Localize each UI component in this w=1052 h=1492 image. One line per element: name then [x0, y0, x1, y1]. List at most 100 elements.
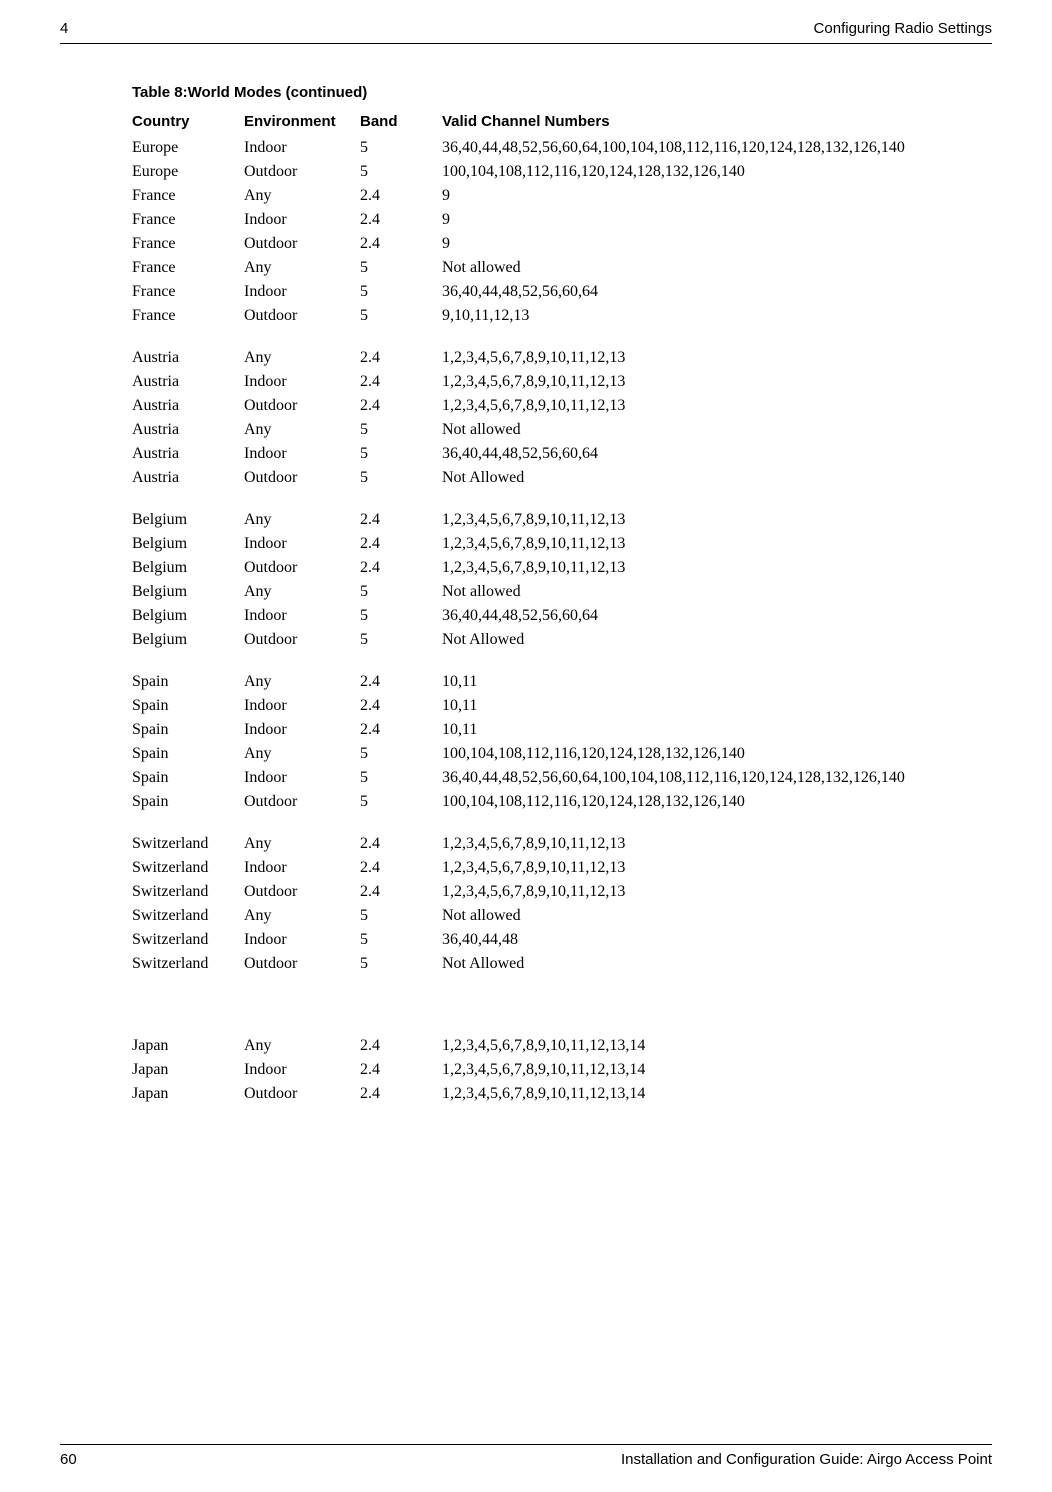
cell-band: 2.4 [360, 508, 442, 532]
cell-channels: 1,2,3,4,5,6,7,8,9,10,11,12,13,14 [442, 1058, 972, 1082]
cell-country: Japan [132, 1034, 244, 1058]
cell-band: 5 [360, 256, 442, 280]
table-row: BelgiumIndoor2.41,2,3,4,5,6,7,8,9,10,11,… [132, 532, 972, 556]
cell-country: France [132, 184, 244, 208]
table-row: SpainAny5100,104,108,112,116,120,124,128… [132, 742, 972, 766]
cell-channels: 36,40,44,48,52,56,60,64 [442, 280, 972, 304]
cell-env: Outdoor [244, 790, 360, 814]
cell-channels: 1,2,3,4,5,6,7,8,9,10,11,12,13 [442, 370, 972, 394]
cell-band: 2.4 [360, 1082, 442, 1106]
spacer-cell [132, 652, 972, 670]
cell-env: Outdoor [244, 952, 360, 976]
cell-country: Belgium [132, 628, 244, 652]
cell-channels: Not Allowed [442, 466, 972, 490]
cell-country: France [132, 256, 244, 280]
table-row: BelgiumAny5Not allowed [132, 580, 972, 604]
cell-band: 5 [360, 160, 442, 184]
cell-country: Austria [132, 346, 244, 370]
cell-env: Indoor [244, 370, 360, 394]
table-row: BelgiumIndoor536,40,44,48,52,56,60,64 [132, 604, 972, 628]
table-row [132, 652, 972, 670]
cell-env: Any [244, 904, 360, 928]
cell-band: 5 [360, 766, 442, 790]
cell-country: Austria [132, 442, 244, 466]
cell-env: Outdoor [244, 556, 360, 580]
cell-band: 5 [360, 136, 442, 160]
cell-country: Spain [132, 694, 244, 718]
cell-channels: 9 [442, 184, 972, 208]
cell-band: 2.4 [360, 1058, 442, 1082]
cell-channels: 100,104,108,112,116,120,124,128,132,126,… [442, 790, 972, 814]
cell-channels: 10,11 [442, 670, 972, 694]
cell-country: Japan [132, 1058, 244, 1082]
cell-channels: Not Allowed [442, 952, 972, 976]
cell-channels: 36,40,44,48,52,56,60,64 [442, 442, 972, 466]
cell-env: Indoor [244, 280, 360, 304]
cell-env: Indoor [244, 208, 360, 232]
cell-env: Indoor [244, 766, 360, 790]
cell-channels: 1,2,3,4,5,6,7,8,9,10,11,12,13 [442, 880, 972, 904]
table-row: AustriaOutdoor5Not Allowed [132, 466, 972, 490]
cell-channels: 1,2,3,4,5,6,7,8,9,10,11,12,13 [442, 832, 972, 856]
table-row: EuropeOutdoor5100,104,108,112,116,120,12… [132, 160, 972, 184]
cell-env: Outdoor [244, 880, 360, 904]
cell-env: Any [244, 832, 360, 856]
table-row: SpainIndoor2.410,11 [132, 718, 972, 742]
cell-band: 2.4 [360, 370, 442, 394]
cell-env: Outdoor [244, 466, 360, 490]
cell-env: Any [244, 670, 360, 694]
cell-env: Outdoor [244, 160, 360, 184]
table-row: SwitzerlandOutdoor2.41,2,3,4,5,6,7,8,9,1… [132, 880, 972, 904]
cell-country: Switzerland [132, 928, 244, 952]
cell-env: Any [244, 508, 360, 532]
cell-band: 2.4 [360, 208, 442, 232]
cell-channels: 1,2,3,4,5,6,7,8,9,10,11,12,13 [442, 556, 972, 580]
cell-band: 2.4 [360, 1034, 442, 1058]
cell-country: Switzerland [132, 952, 244, 976]
cell-env: Outdoor [244, 394, 360, 418]
col-band: Band [360, 109, 442, 136]
cell-channels: 100,104,108,112,116,120,124,128,132,126,… [442, 742, 972, 766]
cell-band: 2.4 [360, 394, 442, 418]
cell-env: Indoor [244, 532, 360, 556]
cell-band: 2.4 [360, 718, 442, 742]
cell-band: 2.4 [360, 880, 442, 904]
cell-env: Any [244, 742, 360, 766]
spacer-cell [132, 976, 972, 1034]
cell-country: Belgium [132, 604, 244, 628]
table-row [132, 976, 972, 1034]
table-row [132, 490, 972, 508]
cell-country: Austria [132, 370, 244, 394]
cell-band: 5 [360, 580, 442, 604]
cell-env: Indoor [244, 604, 360, 628]
cell-env: Indoor [244, 856, 360, 880]
cell-band: 2.4 [360, 856, 442, 880]
cell-band: 2.4 [360, 556, 442, 580]
table-row: SwitzerlandIndoor536,40,44,48 [132, 928, 972, 952]
cell-band: 2.4 [360, 670, 442, 694]
table-row: FranceOutdoor2.49 [132, 232, 972, 256]
table-row: BelgiumOutdoor5Not Allowed [132, 628, 972, 652]
cell-env: Any [244, 580, 360, 604]
table-row: AustriaAny5Not allowed [132, 418, 972, 442]
cell-env: Any [244, 418, 360, 442]
cell-country: Belgium [132, 508, 244, 532]
cell-channels: 1,2,3,4,5,6,7,8,9,10,11,12,13 [442, 532, 972, 556]
cell-channels: 9 [442, 208, 972, 232]
cell-band: 5 [360, 280, 442, 304]
cell-band: 5 [360, 466, 442, 490]
col-channels: Valid Channel Numbers [442, 109, 972, 136]
cell-channels: 100,104,108,112,116,120,124,128,132,126,… [442, 160, 972, 184]
cell-country: Austria [132, 394, 244, 418]
cell-band: 5 [360, 442, 442, 466]
cell-channels: Not allowed [442, 256, 972, 280]
cell-band: 2.4 [360, 532, 442, 556]
cell-env: Indoor [244, 442, 360, 466]
spacer-cell [132, 490, 972, 508]
cell-band: 5 [360, 418, 442, 442]
cell-band: 5 [360, 742, 442, 766]
cell-channels: 1,2,3,4,5,6,7,8,9,10,11,12,13 [442, 508, 972, 532]
cell-env: Indoor [244, 718, 360, 742]
cell-country: Japan [132, 1082, 244, 1106]
table-row: SpainIndoor536,40,44,48,52,56,60,64,100,… [132, 766, 972, 790]
